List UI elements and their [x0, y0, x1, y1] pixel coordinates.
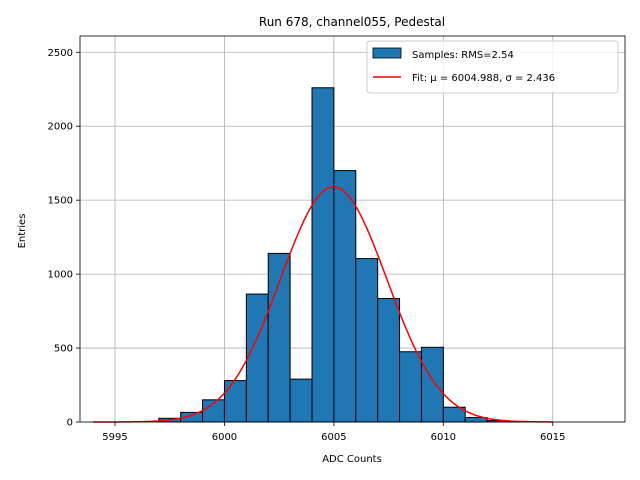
x-tick-label: 6000: [212, 432, 237, 443]
legend-fit-label: Fit: μ = 6004.988, σ = 2.436: [412, 73, 555, 84]
y-tick-label: 0: [67, 418, 73, 429]
y-tick-label: 1000: [48, 270, 73, 281]
histogram-bar: [355, 258, 379, 423]
histogram-bar: [333, 170, 357, 423]
y-tick-label: 2500: [48, 48, 73, 59]
fit-curve-group: [93, 186, 553, 423]
legend-samples-label: Samples: RMS=2.54: [412, 50, 514, 61]
legend-samples-patch: [372, 47, 402, 59]
x-axis-ticks: 5995 6000 6005 6010 6015: [102, 422, 565, 443]
histogram-bar: [289, 378, 313, 423]
plot-frame: [79, 35, 626, 423]
histogram-bar: [267, 252, 291, 423]
legend: Samples: RMS=2.54 Fit: μ = 6004.988, σ =…: [366, 40, 619, 94]
histogram-bars: [158, 87, 532, 423]
y-tick-label: 1500: [48, 196, 73, 207]
gaussian-fit-curve: [93, 186, 553, 423]
y-tick-label: 2000: [48, 122, 73, 133]
histogram-bar: [245, 293, 269, 423]
legend-box: [366, 40, 619, 94]
histogram-bar: [420, 346, 444, 423]
y-axis-label: Entries: [17, 214, 28, 249]
y-axis-ticks: 0 500 1000 1500 2000 2500: [48, 48, 80, 429]
histogram-bar: [399, 351, 422, 423]
x-tick-label: 6015: [540, 432, 565, 443]
y-tick-label: 500: [54, 344, 73, 355]
histogram-bar: [223, 380, 247, 423]
x-tick-label: 6005: [321, 432, 346, 443]
x-axis-label: ADC Counts: [322, 454, 382, 465]
x-tick-label: 6010: [431, 432, 456, 443]
chart-title: Run 678, channel055, Pedestal: [259, 15, 445, 29]
histogram-bar: [311, 87, 335, 423]
x-tick-label: 5995: [102, 432, 127, 443]
histogram-bar: [377, 298, 401, 423]
